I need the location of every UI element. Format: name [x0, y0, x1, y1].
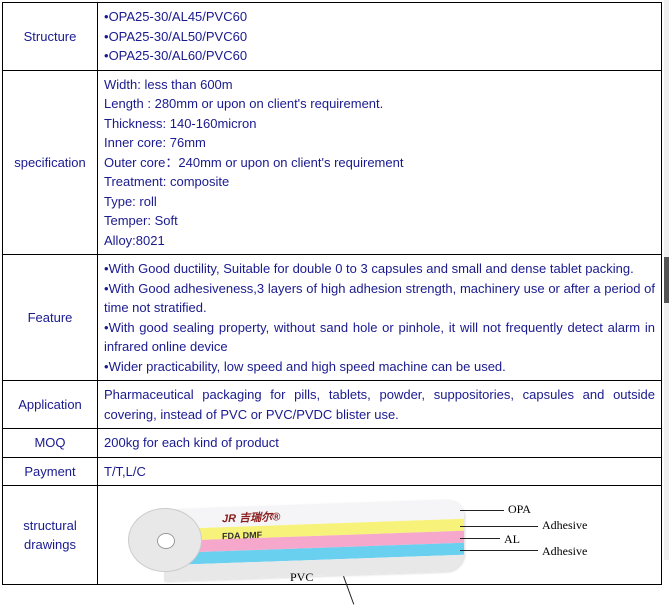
spec-line: Treatment: composite: [104, 172, 655, 192]
spec-line: Width: less than 600m: [104, 75, 655, 95]
label-feature: Feature: [3, 255, 98, 381]
logo-text: JR 吉瑞尔®: [222, 511, 280, 525]
content-structure: OPA25-30/AL45/PVC60 OPA25-30/AL50/PVC60 …: [98, 3, 662, 71]
layer-label: Adhesive: [542, 542, 587, 560]
leader-line: [460, 550, 538, 551]
leader-line: [460, 526, 538, 527]
content-feature: With Good ductility, Suitable for double…: [98, 255, 662, 381]
layer-label: AL: [504, 530, 520, 548]
scrollbar-thumb[interactable]: [664, 257, 669, 303]
label-structure: Structure: [3, 3, 98, 71]
label-drawings: structural drawings: [3, 486, 98, 585]
content-moq: 200kg for each kind of product: [98, 429, 662, 458]
layer-label: PVC: [290, 568, 313, 586]
label-application: Application: [3, 381, 98, 429]
content-application: Pharmaceutical packaging for pills, tabl…: [98, 381, 662, 429]
layer-diagram: JR 吉瑞尔® FDA DMF OPA Adhesive AL: [98, 486, 661, 584]
spec-line: Temper: Soft: [104, 211, 655, 231]
content-drawings: JR 吉瑞尔® FDA DMF OPA Adhesive AL: [98, 486, 662, 585]
row-application: Application Pharmaceutical packaging for…: [3, 381, 662, 429]
spec-table: Structure OPA25-30/AL45/PVC60 OPA25-30/A…: [2, 2, 662, 585]
row-payment: Payment T/T,L/C: [3, 457, 662, 486]
leader-line: [460, 538, 500, 539]
layer-label: OPA: [508, 500, 531, 518]
row-drawings: structural drawings JR 吉瑞尔® FDA: [3, 486, 662, 585]
layer-label: Adhesive: [542, 516, 587, 534]
brand-logo: JR 吉瑞尔® FDA DMF: [222, 509, 280, 544]
content-specification: Width: less than 600m Length : 280mm or …: [98, 70, 662, 255]
row-moq: MOQ 200kg for each kind of product: [3, 429, 662, 458]
spec-line: Inner core: 76mm: [104, 133, 655, 153]
spec-line: Alloy:8021: [104, 231, 655, 251]
label-payment: Payment: [3, 457, 98, 486]
roll-core-icon: [157, 533, 175, 549]
feature-item: With Good ductility, Suitable for double…: [104, 259, 655, 279]
logo-sub: FDA DMF: [222, 529, 262, 540]
spec-line: Length : 280mm or upon on client's requi…: [104, 94, 655, 114]
row-structure: Structure OPA25-30/AL45/PVC60 OPA25-30/A…: [3, 3, 662, 71]
roll-icon: [128, 508, 202, 572]
row-feature: Feature With Good ductility, Suitable fo…: [3, 255, 662, 381]
structure-item: OPA25-30/AL50/PVC60: [104, 27, 655, 47]
vertical-scrollbar[interactable]: [664, 0, 669, 560]
feature-item: With Good adhesiveness,3 layers of high …: [104, 279, 655, 318]
feature-item: Wider practicability, low speed and high…: [104, 357, 655, 377]
spec-line: Outer core：240mm or upon on client's req…: [104, 153, 655, 173]
structure-item: OPA25-30/AL60/PVC60: [104, 46, 655, 66]
structure-item: OPA25-30/AL45/PVC60: [104, 7, 655, 27]
row-specification: specification Width: less than 600m Leng…: [3, 70, 662, 255]
content-payment: T/T,L/C: [98, 457, 662, 486]
sheet-icon: JR 吉瑞尔® FDA DMF: [164, 499, 464, 581]
leader-line: [460, 510, 504, 511]
spec-line: Thickness: 140-160micron: [104, 114, 655, 134]
leader-line: [343, 576, 354, 605]
label-specification: specification: [3, 70, 98, 255]
spec-line: Type: roll: [104, 192, 655, 212]
label-moq: MOQ: [3, 429, 98, 458]
feature-item: With good sealing property, without sand…: [104, 318, 655, 357]
